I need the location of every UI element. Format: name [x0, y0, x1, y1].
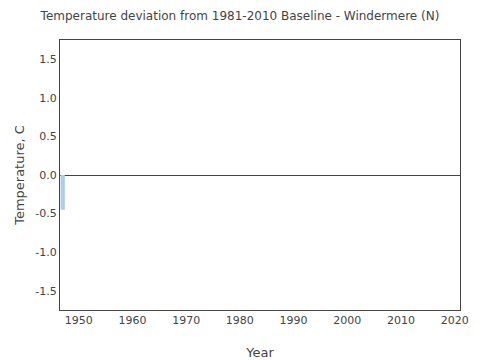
svg-text:1.0: 1.0: [39, 92, 57, 105]
svg-text:Year: Year: [245, 345, 274, 360]
svg-text:Temperature deviation from 198: Temperature deviation from 1981-2010 Bas…: [40, 9, 440, 23]
svg-text:1980: 1980: [226, 314, 254, 327]
svg-text:Temperature, C: Temperature, C: [12, 125, 27, 226]
svg-text:-0.5: -0.5: [35, 207, 56, 220]
svg-text:0.0: 0.0: [39, 169, 57, 182]
svg-text:0.5: 0.5: [39, 130, 57, 143]
svg-text:1990: 1990: [280, 314, 308, 327]
svg-text:1950: 1950: [65, 314, 93, 327]
svg-text:2000: 2000: [333, 314, 361, 327]
svg-text:2020: 2020: [441, 314, 469, 327]
svg-text:1960: 1960: [118, 314, 146, 327]
svg-text:-1.5: -1.5: [35, 285, 56, 298]
svg-text:1.5: 1.5: [39, 53, 57, 66]
svg-text:-1.0: -1.0: [35, 246, 56, 259]
svg-text:2010: 2010: [387, 314, 415, 327]
svg-text:1970: 1970: [172, 314, 200, 327]
